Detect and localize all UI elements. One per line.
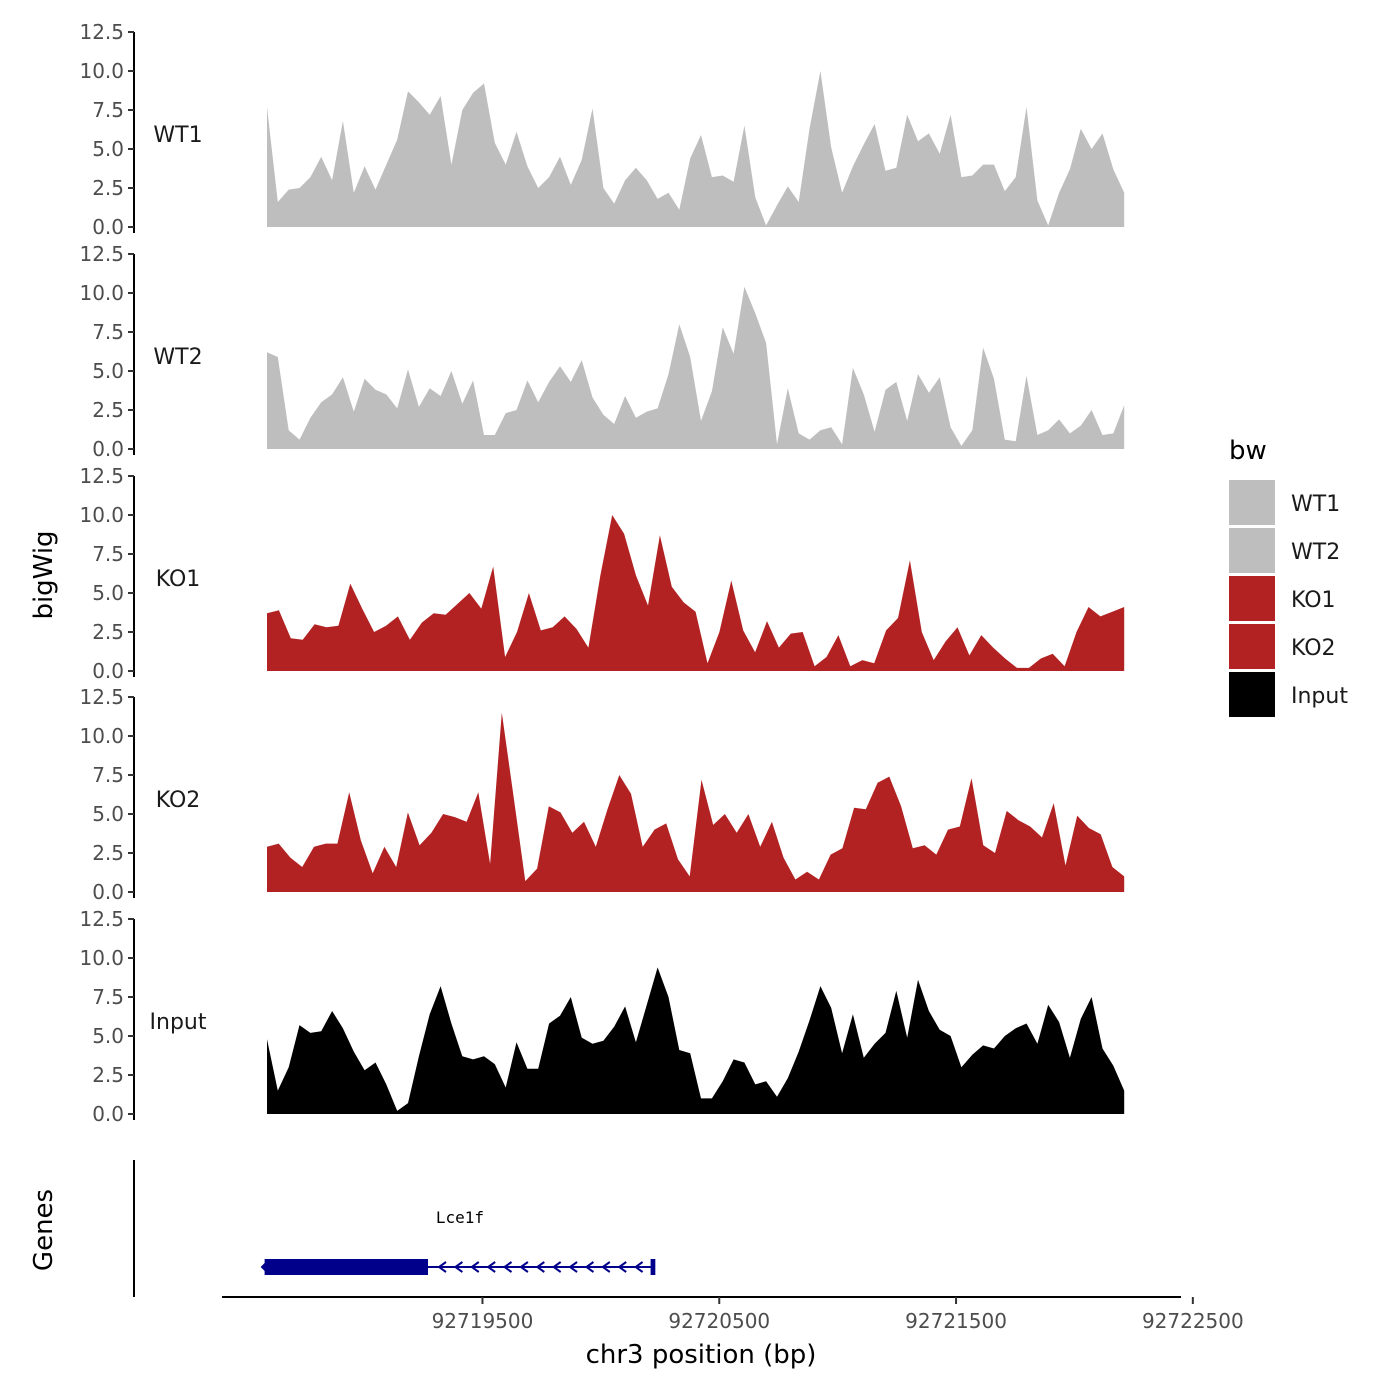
track-input: 0.0 2.5 5.0 7.5 10.0 12.5 Input: [79, 907, 1125, 1126]
strand-arrow-icon: [584, 1261, 595, 1273]
y-tick-label: 5.0: [92, 137, 124, 161]
strand-arrow-icon: [535, 1261, 545, 1273]
x-tick-label: 92719500: [432, 1309, 534, 1333]
track-label-wt2: WT2: [153, 345, 202, 370]
coverage-area-ko2: [267, 712, 1125, 892]
legend-label-wt1: WT1: [1291, 492, 1340, 517]
gene-label: Lce1f: [436, 1208, 484, 1227]
y-tick-label: 10.0: [79, 281, 124, 305]
y-tick-label: 5.0: [92, 802, 124, 826]
genes-axis-title: Genes: [29, 1189, 59, 1271]
legend-swatch-input: [1229, 672, 1275, 717]
y-axis-title: bigWig: [29, 530, 59, 619]
strand-arrow-icon: [568, 1261, 578, 1273]
y-tick-label: 12.5: [79, 464, 124, 488]
strand-arrow-icon: [453, 1261, 463, 1273]
y-tick-label: 0.0: [92, 1102, 124, 1126]
x-axis: 92719500 92720500 92721500 92722500: [222, 1296, 1244, 1333]
track-wt1: 0.0 2.5 5.0 7.5 10.0 12.5 WT1: [79, 20, 1125, 239]
coverage-area-input: [267, 967, 1125, 1114]
y-tick-label: 0.0: [92, 880, 124, 904]
track-label-ko2: KO2: [156, 788, 201, 813]
y-tick-label: 2.5: [92, 1063, 124, 1087]
legend-title: bw: [1229, 436, 1267, 466]
legend-label-wt2: WT2: [1291, 540, 1340, 565]
y-tick-label: 7.5: [92, 542, 124, 566]
legend-label-ko2: KO2: [1291, 636, 1336, 661]
genes-panel: Genes Lce1f: [29, 1160, 656, 1297]
coverage-area-wt2: [267, 286, 1125, 449]
strand-arrow-icon: [486, 1261, 496, 1273]
legend-label-input: Input: [1291, 684, 1348, 709]
gene-exon: [264, 1259, 429, 1275]
x-axis-title: chr3 position (bp): [586, 1340, 817, 1370]
y-tick-label: 0.0: [92, 437, 124, 461]
track-label-wt1: WT1: [153, 123, 202, 148]
y-tick-label: 12.5: [79, 685, 124, 709]
y-tick-label: 12.5: [79, 20, 124, 44]
strand-arrow-icon: [617, 1261, 627, 1273]
legend: bw WT1 WT2 KO1 KO2 Input: [1229, 436, 1348, 717]
track-ko1: 0.0 2.5 5.0 7.5 10.0 12.5 KO1: [79, 464, 1125, 683]
y-tick-label: 10.0: [79, 503, 124, 527]
track-ko2: 0.0 2.5 5.0 7.5 10.0 12.5 KO2: [79, 685, 1125, 904]
y-tick-label: 5.0: [92, 359, 124, 383]
y-tick-label: 2.5: [92, 176, 124, 200]
legend-swatch-wt1: [1229, 480, 1275, 525]
y-tick-label: 2.5: [92, 620, 124, 644]
y-tick-label: 7.5: [92, 98, 124, 122]
strand-arrow-icon: [502, 1261, 513, 1273]
strand-arrow-icon: [470, 1261, 480, 1273]
y-tick-label: 7.5: [92, 320, 124, 344]
track-label-ko1: KO1: [156, 567, 201, 592]
y-tick-label: 5.0: [92, 1024, 124, 1048]
gene-model-lce1f: Lce1f: [260, 1208, 656, 1275]
strand-arrow-icon: [633, 1261, 644, 1273]
coverage-tracks: 0.0 2.5 5.0 7.5 10.0 12.5 WT1 0.0 2.5 5.0 7.5 10.0 1…: [79, 20, 1125, 1126]
coverage-area-wt1: [267, 71, 1125, 227]
y-tick-label: 12.5: [79, 907, 124, 931]
y-tick-label: 7.5: [92, 985, 124, 1009]
legend-swatch-ko2: [1229, 624, 1275, 669]
y-tick-label: 10.0: [79, 59, 124, 83]
legend-label-ko1: KO1: [1291, 588, 1336, 613]
x-tick-label: 92720500: [668, 1309, 770, 1333]
y-tick-label: 0.0: [92, 215, 124, 239]
y-tick-label: 7.5: [92, 763, 124, 787]
y-tick-label: 5.0: [92, 581, 124, 605]
y-tick-label: 0.0: [92, 659, 124, 683]
strand-arrow-icon: [601, 1261, 611, 1273]
legend-swatch-ko1: [1229, 576, 1275, 621]
track-wt2: 0.0 2.5 5.0 7.5 10.0 12.5 WT2: [79, 242, 1125, 461]
y-tick-label: 10.0: [79, 724, 124, 748]
strand-arrow-icon: [551, 1261, 562, 1273]
strand-arrow-icon: [437, 1261, 447, 1273]
y-tick-label: 10.0: [79, 946, 124, 970]
y-tick-label: 2.5: [92, 841, 124, 865]
x-tick-label: 92721500: [905, 1309, 1007, 1333]
track-label-input: Input: [150, 1010, 207, 1035]
strand-arrow-icon: [519, 1261, 529, 1273]
x-tick-label: 92722500: [1142, 1309, 1244, 1333]
gene-start-arrow-icon: [260, 1259, 269, 1275]
y-tick-label: 12.5: [79, 242, 124, 266]
coverage-area-ko1: [267, 515, 1125, 671]
legend-swatch-wt2: [1229, 528, 1275, 573]
gene-exon: [650, 1259, 656, 1275]
y-tick-label: 2.5: [92, 398, 124, 422]
